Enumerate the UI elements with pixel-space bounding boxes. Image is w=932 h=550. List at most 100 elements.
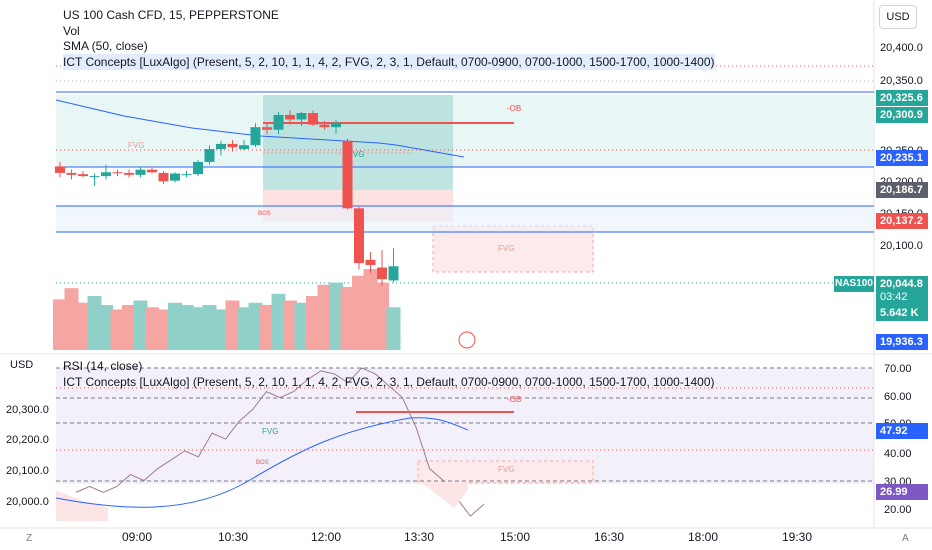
last-price: 20,044.8	[880, 278, 923, 290]
volume-bar	[168, 302, 182, 350]
volume-bar	[340, 287, 355, 350]
time-tick-label: 18:00	[688, 530, 718, 544]
legend-sma[interactable]: SMA (50, close)	[63, 39, 148, 53]
candle-body	[262, 127, 272, 130]
rsi-oversold-fill-left	[56, 490, 108, 521]
candle-body	[101, 172, 111, 177]
candle-body	[365, 259, 376, 265]
legend-rsi[interactable]: RSI (14, close)	[63, 359, 143, 373]
volume-tag: 5.642 K	[876, 305, 928, 321]
volume-bar	[386, 307, 401, 350]
price-tick-label: 20,400.0	[880, 42, 923, 54]
zoom-icon: Z	[26, 533, 32, 544]
currency-label-bottom[interactable]: USD	[10, 359, 34, 371]
time-tick-label: 15:00	[500, 530, 530, 544]
volume-bar	[214, 309, 228, 350]
ob-label: -OB	[507, 104, 521, 113]
candle-body	[285, 114, 295, 120]
volume-bar	[87, 296, 102, 350]
legend-ict[interactable]: ICT Concepts [LuxAlgo] (Present, 5, 2, 1…	[63, 54, 715, 70]
rsi-oversold-fill-right	[420, 482, 468, 508]
candle-body	[296, 113, 307, 120]
candle-body	[308, 113, 318, 125]
candle-body	[181, 174, 192, 176]
volume-bar	[202, 305, 217, 350]
symbol-tag: NAS100	[834, 276, 874, 292]
volume-bar	[191, 307, 205, 350]
volume-bar	[64, 288, 79, 350]
candle-body	[331, 122, 341, 128]
volume-bar	[133, 300, 148, 350]
replay-icon	[458, 331, 476, 349]
time-tick-label: 13:30	[404, 530, 434, 544]
time-tick-label: 09:00	[122, 530, 152, 544]
rsi-price-line	[55, 417, 469, 508]
volume-bar	[225, 300, 240, 350]
left-tick-label: 20,000.0	[6, 496, 49, 508]
candle-body	[124, 172, 134, 175]
left-tick-label: 20,200.0	[6, 434, 49, 446]
rsi-tag-2: 26.99	[876, 484, 928, 500]
candle-body	[158, 172, 169, 182]
legend-vol[interactable]: Vol	[63, 24, 80, 38]
volume-bar	[306, 296, 320, 350]
candle-body	[227, 143, 238, 148]
rsi-tick-label: 40.00	[884, 448, 912, 460]
price-tag-3: 20,235.1	[876, 150, 928, 166]
price-tick-label: 20,350.0	[880, 75, 923, 87]
time-tick-label: 12:00	[311, 530, 341, 544]
price-tick-label: 20,100.0	[880, 240, 923, 252]
bos-label: BOS	[258, 211, 271, 217]
volume-bar	[179, 305, 194, 350]
price-tag-1: 20,325.6	[876, 90, 928, 106]
volume-bar	[352, 275, 366, 350]
volume-bar	[53, 299, 67, 350]
zone-light-cyan	[56, 95, 874, 167]
volume-bar	[260, 305, 274, 350]
candle-body	[112, 172, 123, 174]
candle-body	[377, 267, 387, 280]
volume-bar	[156, 309, 171, 350]
fvg-label-2: FVG	[348, 150, 364, 159]
currency-button[interactable]: USD	[879, 5, 917, 29]
volume-bar	[271, 293, 286, 350]
candle-body	[135, 169, 146, 175]
volume-bar	[317, 284, 332, 350]
left-tick-label: 20,100.0	[6, 465, 49, 477]
volume-bar	[294, 302, 309, 350]
candle-body	[170, 173, 180, 181]
candle-body	[66, 172, 77, 175]
volume-bar	[237, 307, 251, 350]
time-tick-label: 16:30	[594, 530, 624, 544]
rsi-fvg-zone	[417, 460, 594, 484]
price-tag-5: 20,137.2	[876, 213, 928, 229]
rsi-tick-label: 60.00	[884, 391, 912, 403]
fvg-label: FVG	[128, 141, 144, 150]
last-price-tag: 20,044.8 03:42	[876, 276, 928, 306]
price-tag-4: 20,186.7	[876, 182, 928, 198]
price-tag-2: 20,300.9	[876, 107, 928, 123]
rsi-bos-label: BOS	[256, 460, 269, 466]
candle-body	[147, 169, 157, 173]
chart-title: US 100 Cash CFD, 15, PEPPERSTONE	[63, 8, 279, 22]
rsi-ob-label: -OB	[507, 395, 521, 404]
fvg-label-3: FVG	[498, 244, 514, 253]
candle-body	[89, 176, 100, 178]
volume-bar	[110, 309, 125, 350]
volume-bar	[375, 282, 389, 350]
zone-fvg	[432, 225, 594, 273]
rsi-fvg-label: FVG	[262, 427, 278, 436]
zone-blue	[56, 206, 874, 232]
legend-ict-2[interactable]: ICT Concepts [LuxAlgo] (Present, 5, 2, 1…	[63, 375, 715, 389]
candle-body	[319, 124, 330, 128]
volume-bar	[329, 282, 343, 350]
volume-bar	[99, 305, 113, 350]
volume-bar	[363, 269, 378, 350]
zone-green	[263, 95, 453, 190]
volume-bar	[283, 300, 297, 350]
countdown: 03:42	[880, 291, 908, 303]
candle-body	[273, 114, 284, 130]
time-tick-label: 10:30	[218, 530, 248, 544]
auto-scale-icon: A	[902, 533, 909, 544]
